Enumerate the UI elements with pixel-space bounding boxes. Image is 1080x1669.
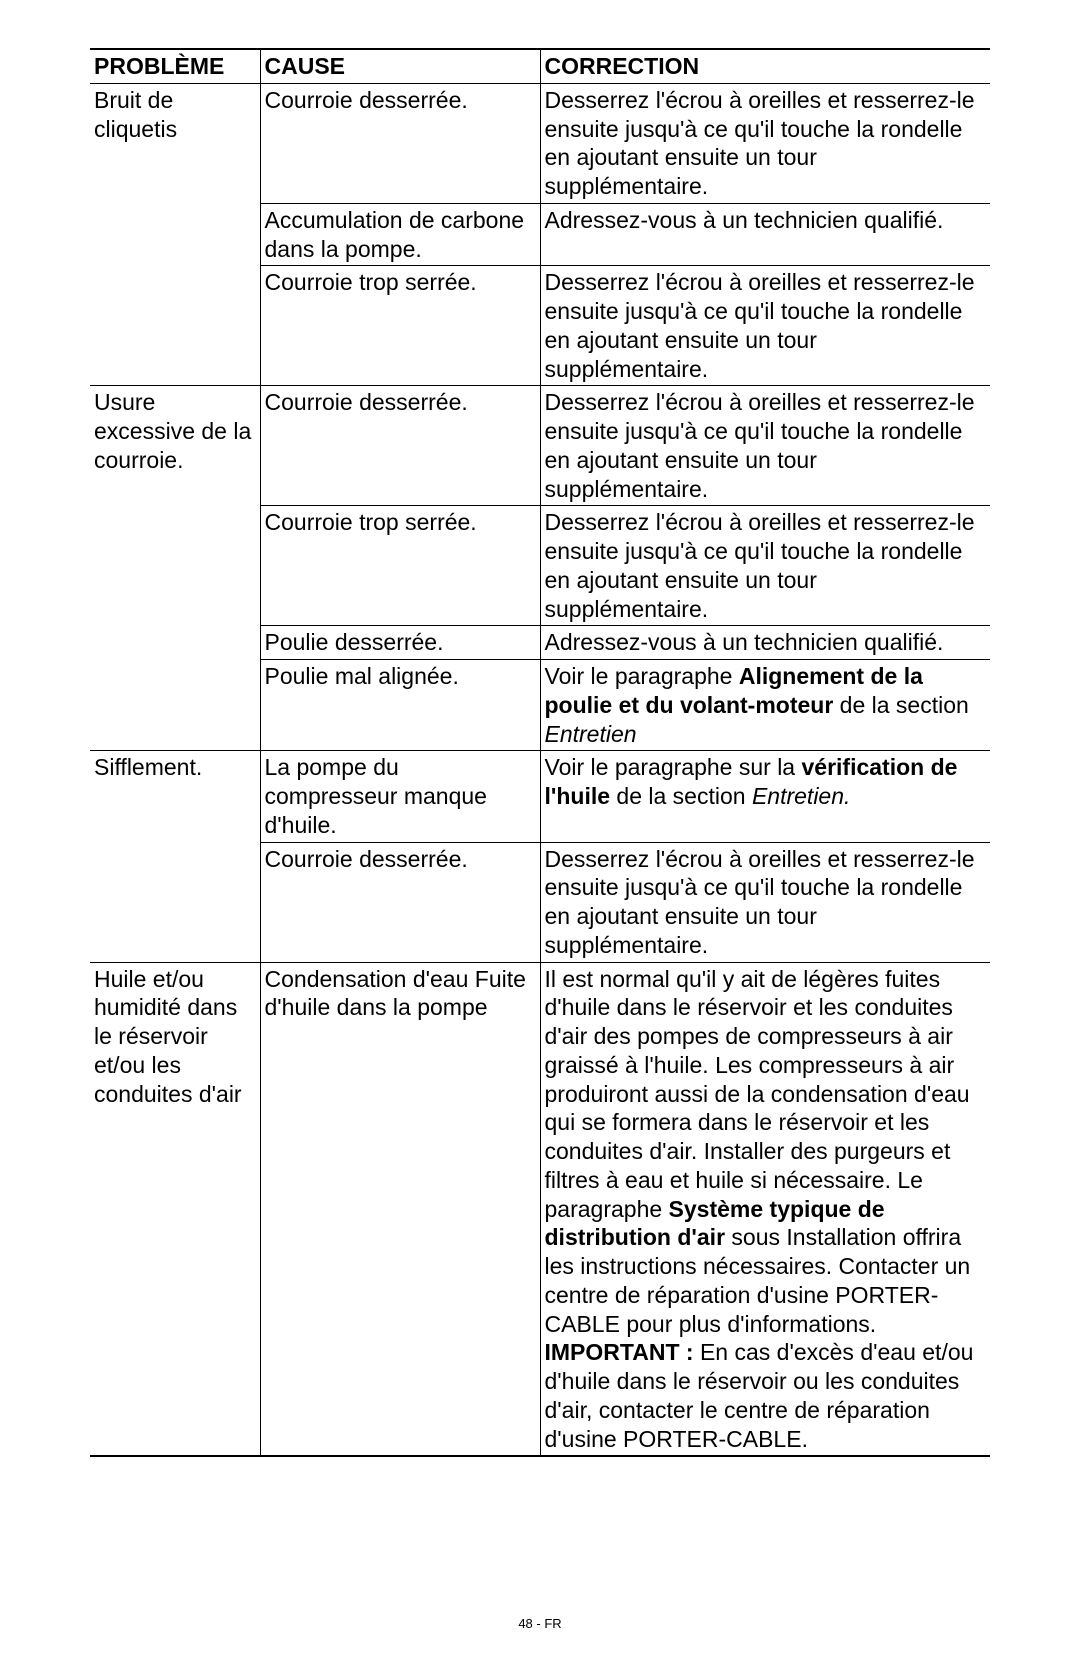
cause-cell: La pompe du compresseur manque d'huile. — [260, 751, 540, 842]
cause-cell: Courroie desserrée. — [260, 83, 540, 203]
cause-cell: Courroie trop serrée. — [260, 266, 540, 386]
problem-cell: Usure excessive de la courroie. — [90, 386, 260, 751]
header-cause: CAUSE — [260, 49, 540, 83]
cause-cell: Courroie desserrée. — [260, 842, 540, 962]
cause-cell: Poulie mal alignée. — [260, 660, 540, 751]
cause-cell: Poulie desserrée. — [260, 626, 540, 660]
correction-cell: Desserrez l'écrou à oreilles et resserre… — [540, 842, 990, 962]
correction-cell: Adressez-vous à un technicien qualifié. — [540, 203, 990, 266]
text: de la section — [610, 783, 752, 809]
text: Il est normal qu'il y ait de légères fui… — [545, 966, 970, 1222]
correction-cell: Desserrez l'écrou à oreilles et resserre… — [540, 266, 990, 386]
header-correction: CORRECTION — [540, 49, 990, 83]
correction-cell: Voir le paragraphe Alignement de la poul… — [540, 660, 990, 751]
problem-cell: Huile et/ou humidité dans le réservoir e… — [90, 962, 260, 1456]
cause-cell: Accumulation de carbone dans la pompe. — [260, 203, 540, 266]
italic-text: Entretien. — [752, 783, 850, 809]
italic-text: Entretien — [545, 721, 637, 747]
header-problem: PROBLÈME — [90, 49, 260, 83]
correction-cell: Desserrez l'écrou à oreilles et resserre… — [540, 506, 990, 626]
text: Voir le paragraphe — [545, 663, 739, 689]
correction-cell: Adressez-vous à un technicien qualifié. — [540, 626, 990, 660]
page-footer: 48 - FR — [0, 1616, 1080, 1631]
cause-cell: Condensation d'eau Fuite d'huile dans la… — [260, 962, 540, 1456]
cause-cell: Courroie trop serrée. — [260, 506, 540, 626]
bold-text: IMPORTANT : — [545, 1339, 694, 1365]
correction-cell: Desserrez l'écrou à oreilles et resserre… — [540, 386, 990, 506]
troubleshooting-table: PROBLÈME CAUSE CORRECTION Bruit de cliqu… — [90, 48, 990, 1457]
correction-cell: Voir le paragraphe sur la vérification d… — [540, 751, 990, 842]
problem-cell: Bruit de cliquetis — [90, 83, 260, 386]
problem-cell: Sifflement. — [90, 751, 260, 962]
correction-cell: Il est normal qu'il y ait de légères fui… — [540, 962, 990, 1456]
text: Voir le paragraphe sur la — [545, 754, 802, 780]
correction-cell: Desserrez l'écrou à oreilles et resserre… — [540, 83, 990, 203]
text: de la section — [833, 692, 969, 718]
cause-cell: Courroie desserrée. — [260, 386, 540, 506]
